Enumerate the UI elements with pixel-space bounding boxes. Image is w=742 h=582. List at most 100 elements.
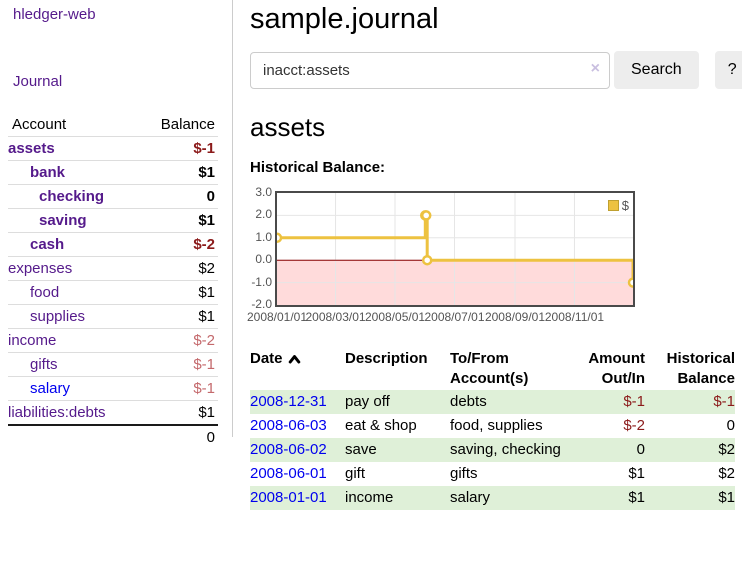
account-name-cell: bank [8,161,137,185]
transaction-date-link[interactable]: 2008-12-31 [250,393,327,410]
accounts-total-balance: 0 [206,429,215,446]
sidebar-account-gifts[interactable]: gifts [30,356,58,373]
register-date-cell: 2008-01-01 [250,486,345,510]
register-accounts-cell: gifts [450,465,478,482]
transaction-date-link[interactable]: 2008-06-02 [250,441,327,458]
account-balance: $-1 [193,380,215,397]
account-row: cash $-2 [8,232,218,257]
account-row: expenses $2 [8,256,218,281]
account-name-cell: saving [8,209,137,233]
register-balance-cell: $2 [718,465,735,482]
search-button[interactable]: Search [614,51,699,89]
x-axis-tick-label: 2008/01/01 [246,310,308,324]
sidebar-account-assets[interactable]: assets [8,140,55,157]
account-name-cell: cash [8,233,137,257]
page-title: sample.journal [250,3,439,35]
sort-ascending-icon [288,351,301,368]
account-balance: $1 [198,212,215,229]
account-balance: $-1 [193,140,215,157]
app-window: hledger-web Journal Account Balance asse… [8,0,742,510]
search-input[interactable] [250,51,610,89]
register-date-cell: 2008-06-01 [250,462,345,486]
main-content: sample.journal × Search ? assets Histori… [233,0,742,510]
register-row: 2008-06-02 save saving, checking 0 $2 [250,438,735,462]
register-balance-cell: $2 [718,441,735,458]
y-axis-tick-label: -2.0 [251,297,272,311]
account-heading: assets [250,112,326,142]
account-balance: $1 [198,284,215,301]
register-description-cell: pay off [345,393,390,410]
account-row: assets $-1 [8,136,218,161]
account-row: food $1 [8,280,218,305]
register-amount-cell: 0 [636,441,645,458]
historical-balance-chart: $ 3.0 2.0 1.0 0.0 -1.0 -2.0 2008/01/01 2008/03/… [246,185,642,327]
account-row: income $-2 [8,328,218,353]
register-header-date[interactable]: Date [250,348,345,390]
y-axis-tick-label: 1.0 [255,229,272,244]
y-axis-tick-label: 2.0 [255,207,272,222]
accounts-total-row: 0 [8,425,218,449]
sidebar-account-saving[interactable]: saving [39,212,87,229]
account-name-cell: salary [8,377,137,401]
register-balance-cell: $-1 [713,393,735,410]
accounts-table: Account Balance assets $-1 bank $1 checking 0… [8,113,218,449]
account-balance: 0 [206,188,215,205]
register-table: Date Description To/From Account(s) Amou… [250,348,735,510]
sidebar-item-journal[interactable]: Journal [13,73,63,90]
clear-search-icon[interactable]: × [590,59,600,77]
register-header-accounts: To/From Account(s) [450,350,529,387]
legend-swatch-icon [607,200,619,211]
x-axis-tick-label: 2008/09/01 [484,310,545,324]
account-name-cell: gifts [8,353,137,377]
account-balance: $1 [198,404,215,421]
accounts-table-header: Account Balance [8,113,218,137]
sidebar-account-liabilities-debts[interactable]: liabilities:debts [8,404,106,421]
sidebar-account-expenses[interactable]: expenses [8,260,73,277]
register-amount-cell: $-2 [623,417,645,434]
account-row: liabilities:debts $1 [8,400,218,426]
sidebar-account-bank[interactable]: bank [30,164,66,181]
transaction-date-link[interactable]: 2008-01-01 [250,489,327,506]
register-row: 2008-06-01 gift gifts $1 $2 [250,462,735,486]
register-balance-cell: 0 [726,417,735,434]
sidebar-account-income[interactable]: income [8,332,57,349]
help-button[interactable]: ? [714,51,742,89]
register-date-cell: 2008-06-02 [250,438,345,462]
register-date-cell: 2008-12-31 [250,390,345,414]
register-date-cell: 2008-06-03 [250,414,345,438]
account-name-cell: food [8,281,137,305]
y-axis-tick-label: 0.0 [255,252,272,267]
x-axis-tick-label: 2008/03/01 [305,310,366,324]
chart-canvas [277,193,633,305]
transaction-date-link[interactable]: 2008-06-03 [250,417,327,434]
sidebar-account-food[interactable]: food [30,284,60,301]
register-description-cell: save [345,441,377,458]
account-name-cell: supplies [8,305,137,329]
account-name-cell: expenses [8,257,137,281]
chart-plot-area: $ [275,191,635,307]
sidebar-account-salary[interactable]: salary [30,380,71,397]
transaction-date-link[interactable]: 2008-06-01 [250,465,327,482]
account-row: saving $1 [8,208,218,233]
account-row: gifts $-1 [8,352,218,377]
register-accounts-cell: salary [450,489,491,506]
register-description-cell: eat & shop [345,417,417,434]
chart-heading: Historical Balance: [250,159,386,176]
register-amount-cell: $1 [628,489,645,506]
account-name-cell: assets [8,137,137,161]
sidebar-account-supplies[interactable]: supplies [30,308,86,325]
account-balance: $1 [198,308,215,325]
account-row: salary $-1 [8,376,218,401]
search-form: × Search ? [250,51,742,89]
x-axis-tick-label: 2008/11/01 [544,310,605,324]
sidebar-account-checking[interactable]: checking [39,188,105,205]
register-description-cell: gift [345,465,366,482]
sidebar-account-cash[interactable]: cash [30,236,65,253]
y-axis-tick-label: -1.0 [251,274,272,289]
brand-link[interactable]: hledger-web [13,6,96,23]
x-axis-tick-label: 2008/05/01 [364,310,426,324]
account-row: checking 0 [8,184,218,209]
account-balance: $-2 [193,332,215,349]
register-header-balance: Historical Balance [666,350,735,387]
account-name-cell: income [8,329,137,353]
